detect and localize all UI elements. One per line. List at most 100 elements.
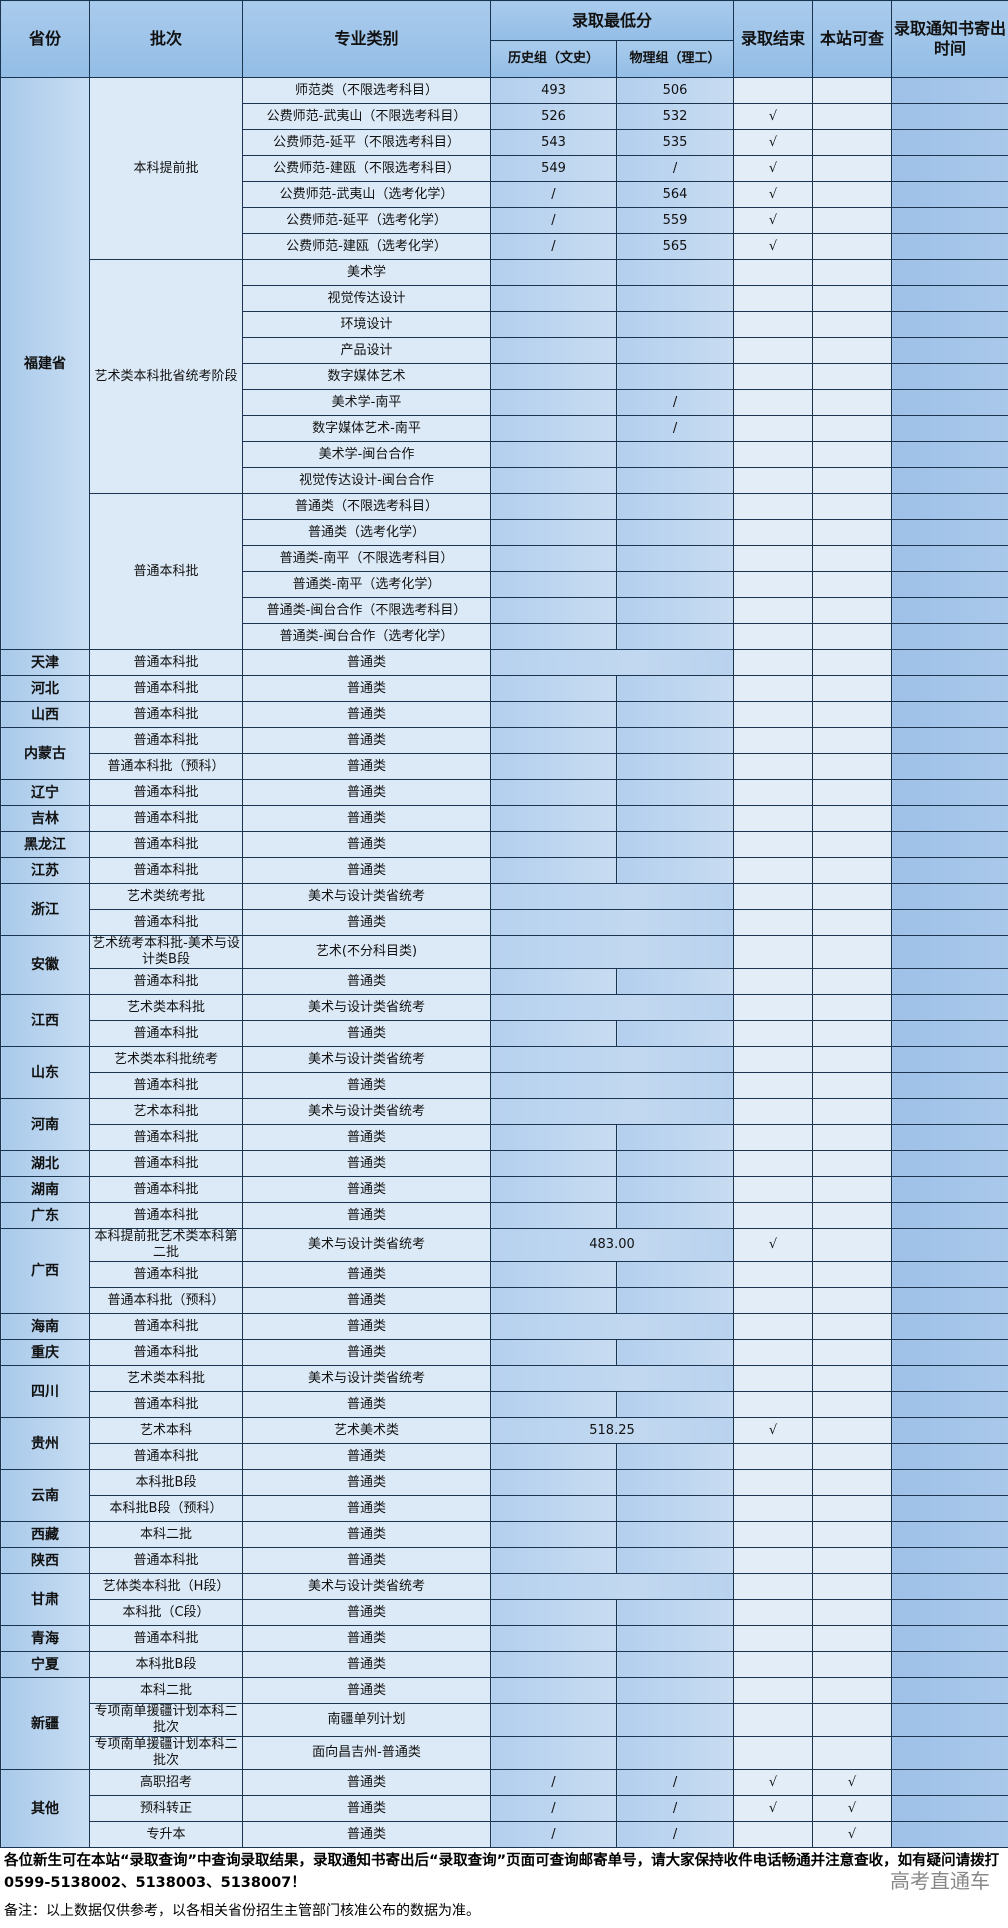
header-physics: 物理组（理工） (615, 40, 735, 78)
history-score-cell: / (490, 233, 617, 260)
query-cell (812, 259, 893, 286)
province-cell: 贵州 (0, 1417, 90, 1470)
major-cell: 普通类 (242, 1521, 491, 1548)
query-cell (812, 968, 893, 995)
batch-cell: 普通本科批 (89, 1150, 243, 1177)
major-cell: 艺术(不分科目类) (242, 935, 491, 969)
notice-time-cell (891, 155, 1008, 182)
query-cell (812, 1202, 893, 1229)
major-cell: 普通类 (242, 1124, 491, 1151)
major-cell: 普通类 (242, 1599, 491, 1626)
done-cell (733, 1625, 814, 1652)
batch-cell: 普通本科批 (89, 1339, 243, 1366)
physics-score-cell (615, 363, 735, 390)
query-cell (812, 1287, 893, 1314)
notice-time-cell (891, 1176, 1008, 1203)
major-cell: 南疆单列计划 (242, 1703, 491, 1737)
table-row: 湖北 普通本科批 普通类 (0, 1150, 1008, 1177)
batch-cell: 本科提前批 (89, 77, 243, 260)
table-row: 预科转正 普通类 / / √ √ (1, 1795, 1008, 1822)
major-cell: 美术学-南平 (242, 389, 491, 416)
major-cell: 普通类 (242, 831, 491, 858)
history-score-cell (490, 675, 617, 702)
query-cell (812, 1573, 893, 1600)
batch-cell: 普通本科批 (89, 493, 243, 650)
query-cell (812, 1703, 893, 1737)
done-cell (733, 467, 814, 494)
query-cell (812, 1098, 893, 1125)
notice-time-cell (891, 1547, 1008, 1574)
history-score-cell (490, 857, 617, 884)
table-row: 普通本科批 普通类 (1, 1020, 1008, 1047)
done-cell (733, 1736, 814, 1770)
table-row: 湖南 普通本科批 普通类 (0, 1176, 1008, 1203)
query-cell (812, 1547, 893, 1574)
done-cell (733, 545, 814, 572)
table-row: 美术学-南平 / (1, 389, 1008, 416)
physics-score-cell (615, 727, 735, 754)
done-cell (733, 1677, 814, 1704)
history-score-cell (490, 337, 617, 364)
province-cell: 其他 (0, 1769, 90, 1848)
query-cell: √ (812, 1769, 893, 1796)
notice-time-cell (891, 1150, 1008, 1177)
major-cell: 普通类 (242, 675, 491, 702)
query-cell (812, 571, 893, 598)
done-cell: √ (733, 181, 814, 208)
province-cell: 江西 (0, 994, 90, 1047)
done-cell (733, 701, 814, 728)
done-cell (733, 1443, 814, 1470)
major-cell: 公费师范-建瓯（选考化学） (242, 233, 491, 260)
batch-cell: 普通本科批 (89, 831, 243, 858)
table-row: 公费师范-武夷山（不限选考科目） 526 532 √ (1, 103, 1008, 130)
done-cell (733, 649, 814, 676)
major-cell: 普通类 (242, 1547, 491, 1574)
physics-score-cell (615, 1495, 735, 1522)
physics-score-cell: 506 (615, 77, 735, 104)
min-score-cell (489, 909, 735, 936)
major-cell: 普通类-闽台合作（不限选考科目） (242, 597, 491, 624)
min-score-cell (489, 994, 735, 1021)
table-row: 新疆 本科二批 普通类 (0, 1677, 1008, 1770)
notice-time-cell (891, 1124, 1008, 1151)
notice-time-cell (891, 623, 1008, 650)
table-row: 其他 高职招考 普通类 / / √ √ (0, 1769, 1008, 1848)
physics-score-cell (615, 857, 735, 884)
table-row: 专项南单援疆计划本科二批次 南疆单列计划 (1, 1703, 1008, 1737)
physics-score-cell (615, 968, 735, 995)
notice-time-cell (891, 1443, 1008, 1470)
physics-score-cell (615, 597, 735, 624)
done-cell: √ (733, 207, 814, 234)
history-score-cell (490, 441, 617, 468)
table-row: 内蒙古 普通本科批 普通类 (0, 727, 1008, 780)
physics-score-cell (615, 441, 735, 468)
done-cell (733, 831, 814, 858)
query-cell (812, 389, 893, 416)
major-cell: 普通类 (242, 968, 491, 995)
major-cell: 普通类 (242, 1469, 491, 1496)
query-cell (812, 311, 893, 338)
history-score-cell (490, 1521, 617, 1548)
major-cell: 普通类 (242, 1176, 491, 1203)
notice-time-cell (891, 415, 1008, 442)
notice-time-cell (891, 1339, 1008, 1366)
done-cell (733, 415, 814, 442)
history-score-cell (490, 1202, 617, 1229)
header-done: 录取结束 (733, 0, 814, 78)
batch-cell: 艺术类本科批统考 (89, 1046, 243, 1073)
notice-time-cell (891, 1677, 1008, 1704)
query-cell (812, 441, 893, 468)
history-score-cell (490, 805, 617, 832)
history-score-cell: / (490, 1769, 617, 1796)
done-cell (733, 1651, 814, 1678)
done-cell: √ (733, 233, 814, 260)
table-row: 视觉传达设计 (1, 285, 1008, 312)
history-score-cell (490, 968, 617, 995)
done-cell (733, 1261, 814, 1288)
notice-time-cell (891, 1521, 1008, 1548)
table-row: 本科批（C段） 普通类 (1, 1599, 1008, 1626)
query-cell (812, 727, 893, 754)
batch-cell: 普通本科批 (89, 1020, 243, 1047)
table-row: 公费师范-延平（选考化学）/559 √ (1, 207, 1008, 234)
done-cell (733, 1365, 814, 1392)
